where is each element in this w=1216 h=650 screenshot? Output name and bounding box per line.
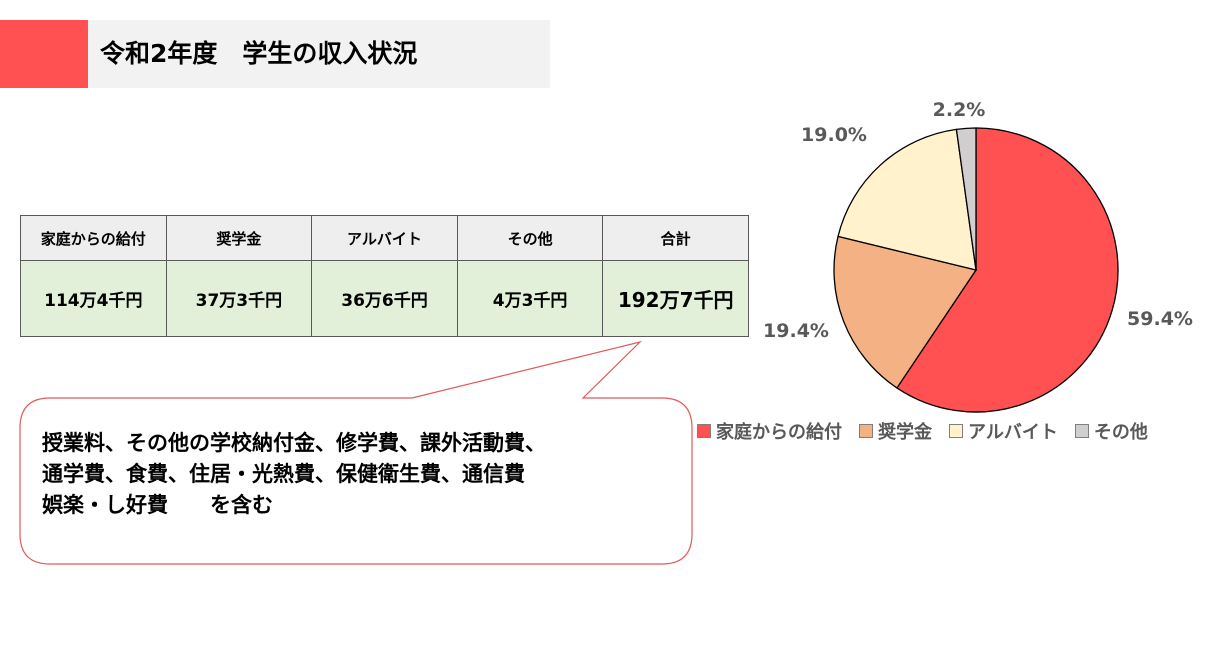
- table-row: 114万4千円 37万3千円 36万6千円 4万3千円 192万7千円: [20, 260, 749, 337]
- pie-slice-family: [896, 127, 1119, 413]
- legend-label-family: 家庭からの給付: [716, 422, 842, 443]
- data-label-family: 59.4%: [1127, 308, 1193, 330]
- chart-legend: 家庭からの給付 奨学金 アルバイト その他: [697, 418, 1148, 444]
- value-scholarship: 37万3千円: [165, 260, 313, 337]
- pie-slice-other: [955, 127, 977, 271]
- data-label-other: 2.2%: [933, 99, 986, 121]
- legend-swatch-parttime: [949, 424, 963, 438]
- legend-item-other: その他: [1074, 418, 1148, 444]
- legend-label-parttime: アルバイト: [968, 422, 1058, 443]
- income-table: 家庭からの給付 奨学金 アルバイト その他 合計 114万4千円 37万3千円 …: [20, 215, 749, 337]
- header-other: その他: [456, 215, 604, 261]
- value-family: 114万4千円: [20, 260, 167, 337]
- table-header-row: 家庭からの給付 奨学金 アルバイト その他 合計: [20, 215, 749, 261]
- data-label-parttime: 19.0%: [801, 124, 867, 146]
- value-other: 4万3千円: [456, 260, 604, 337]
- legend-label-other: その他: [1093, 422, 1148, 443]
- header-total: 合計: [602, 215, 749, 261]
- page-title: 令和2年度 学生の収入状況: [100, 39, 418, 68]
- pie-slice-scholarship: [833, 235, 978, 389]
- legend-swatch-family: [697, 424, 711, 438]
- value-total: 192万7千円: [602, 260, 749, 337]
- header-parttime: アルバイト: [311, 215, 458, 261]
- value-parttime: 36万6千円: [311, 260, 458, 337]
- title-accent-block: [0, 20, 88, 88]
- legend-label-scholarship: 奨学金: [878, 422, 932, 443]
- legend-swatch-scholarship: [859, 424, 873, 438]
- legend-item-parttime: アルバイト: [949, 418, 1058, 444]
- legend-item-family: 家庭からの給付: [697, 418, 842, 444]
- header-family: 家庭からの給付: [20, 215, 167, 261]
- title-bar: 令和2年度 学生の収入状況: [88, 20, 550, 88]
- data-label-scholarship: 19.4%: [763, 320, 829, 342]
- legend-item-scholarship: 奨学金: [859, 418, 932, 444]
- pie-slice-parttime: [837, 128, 977, 271]
- legend-swatch-other: [1074, 424, 1089, 438]
- callout-text: 授業料、その他の学校納付金、修学費、課外活動費、 通学費、食費、住居・光熱費、保…: [42, 431, 546, 517]
